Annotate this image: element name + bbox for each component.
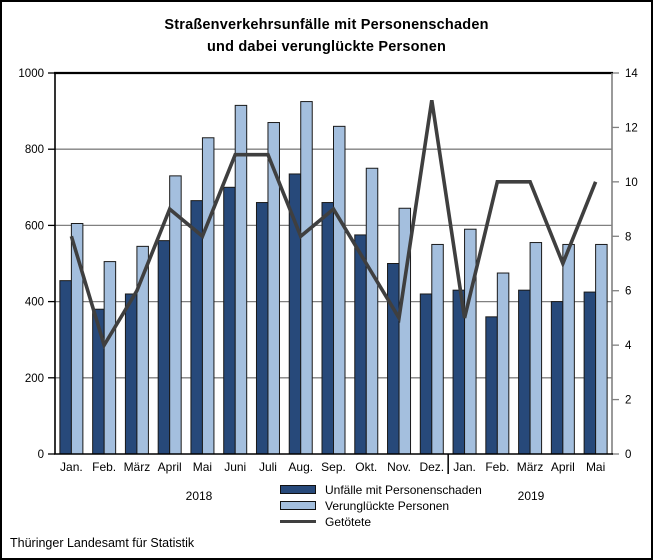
bar-verunglueckte: [529, 242, 543, 455]
bar-verunglueckte: [365, 167, 379, 455]
x-axis-label: Mai: [193, 460, 212, 474]
bar-unfaelle: [157, 240, 171, 455]
left-axis-tick-label: 0: [38, 449, 44, 461]
right-axis-tick-label: 8: [625, 231, 631, 243]
legend: Unfälle mit Personenschaden Verunglückte…: [280, 482, 482, 529]
plot-area: 0 200 400 600 800 1000 0 2 4 6 8 10 12 14 Jan. Feb. März…: [18, 68, 638, 474]
bar-verunglueckte: [333, 125, 346, 455]
x-axis-label: Okt.: [355, 460, 377, 474]
bar-verunglueckte: [595, 243, 608, 455]
x-axis-label: April: [551, 460, 575, 474]
x-axis-label: Sep.: [321, 460, 346, 474]
bar-verunglueckte: [201, 137, 215, 455]
x-axis-label: April: [158, 460, 182, 474]
bar-verunglueckte: [431, 243, 444, 455]
chart-title-line1: Straßenverkehrsunfälle mit Personenschad…: [164, 17, 489, 33]
left-axis-tick-label: 600: [25, 220, 44, 232]
bar-verunglueckte: [103, 261, 117, 455]
year-label-2019: 2019: [517, 489, 545, 503]
left-axis-tick-label: 400: [25, 297, 44, 309]
right-axis-tick-label: 6: [625, 286, 631, 298]
bar-unfaelle: [255, 202, 269, 455]
x-axis-label: Mai: [586, 460, 605, 474]
bar-unfaelle: [550, 301, 564, 455]
legend-label-getoetete: Getötete: [325, 514, 372, 529]
bar-unfaelle: [387, 263, 400, 455]
left-axis-tick-label: 1000: [18, 68, 44, 80]
x-axis-label: März: [517, 460, 544, 474]
bar-unfaelle: [223, 186, 236, 455]
x-axis-label: Juli: [259, 460, 277, 474]
bar-unfaelle: [583, 291, 597, 455]
bar-unfaelle: [59, 280, 72, 455]
x-axis-label: Dez.: [419, 460, 444, 474]
bar-unfaelle: [485, 316, 498, 455]
year-label-2018: 2018: [185, 489, 213, 503]
right-axis-tick-label: 4: [625, 340, 632, 352]
right-axis-tick-label: 0: [625, 449, 631, 461]
bar-unfaelle: [354, 234, 367, 455]
x-axis-label: Jan.: [453, 460, 476, 474]
bar-unfaelle: [518, 289, 531, 455]
right-axis-tick-label: 10: [625, 177, 638, 189]
x-axis-label: Jan.: [60, 460, 83, 474]
bar-verunglueckte: [496, 272, 510, 455]
bar-unfaelle: [190, 200, 203, 455]
x-axis-label: Feb.: [92, 460, 116, 474]
chart-title-line2: und dabei verunglückte Personen: [206, 39, 447, 55]
x-axis-label: März: [124, 460, 151, 474]
legend-item-getoetete: Getötete: [280, 514, 482, 529]
legend-swatch-light-bar: [280, 501, 316, 510]
bar-unfaelle: [321, 202, 334, 455]
right-axis-tick-label: 12: [625, 122, 638, 134]
chart-title: Straßenverkehrsunfälle mit Personenschad…: [2, 14, 651, 58]
x-axis-label: Nov.: [387, 460, 411, 474]
bar-verunglueckte: [464, 228, 477, 455]
x-axis-label: Aug.: [288, 460, 313, 474]
bar-verunglueckte: [234, 104, 248, 455]
x-axis-label: Juni: [224, 460, 246, 474]
right-axis-tick-label: 14: [625, 68, 638, 80]
legend-label-unfaelle: Unfälle mit Personenschaden: [325, 482, 482, 497]
legend-item-verunglueckte: Verunglückte Personen: [280, 498, 482, 513]
legend-label-verunglueckte: Verunglückte Personen: [325, 498, 450, 513]
bar-unfaelle: [419, 293, 433, 455]
legend-swatch-line: [280, 520, 316, 523]
legend-swatch-dark-bar: [280, 485, 316, 494]
bar-verunglueckte: [300, 101, 313, 455]
getoetete-line: [69, 99, 598, 350]
left-axis-tick-label: 800: [25, 144, 44, 156]
bar-verunglueckte: [562, 243, 575, 455]
x-axis-label: Feb.: [485, 460, 509, 474]
source-attribution: Thüringer Landesamt für Statistik: [10, 536, 195, 550]
bar-unfaelle: [124, 293, 138, 455]
legend-item-unfaelle: Unfälle mit Personenschaden: [280, 482, 482, 497]
left-axis-tick-label: 200: [25, 373, 44, 385]
right-axis-tick-label: 2: [625, 395, 631, 407]
